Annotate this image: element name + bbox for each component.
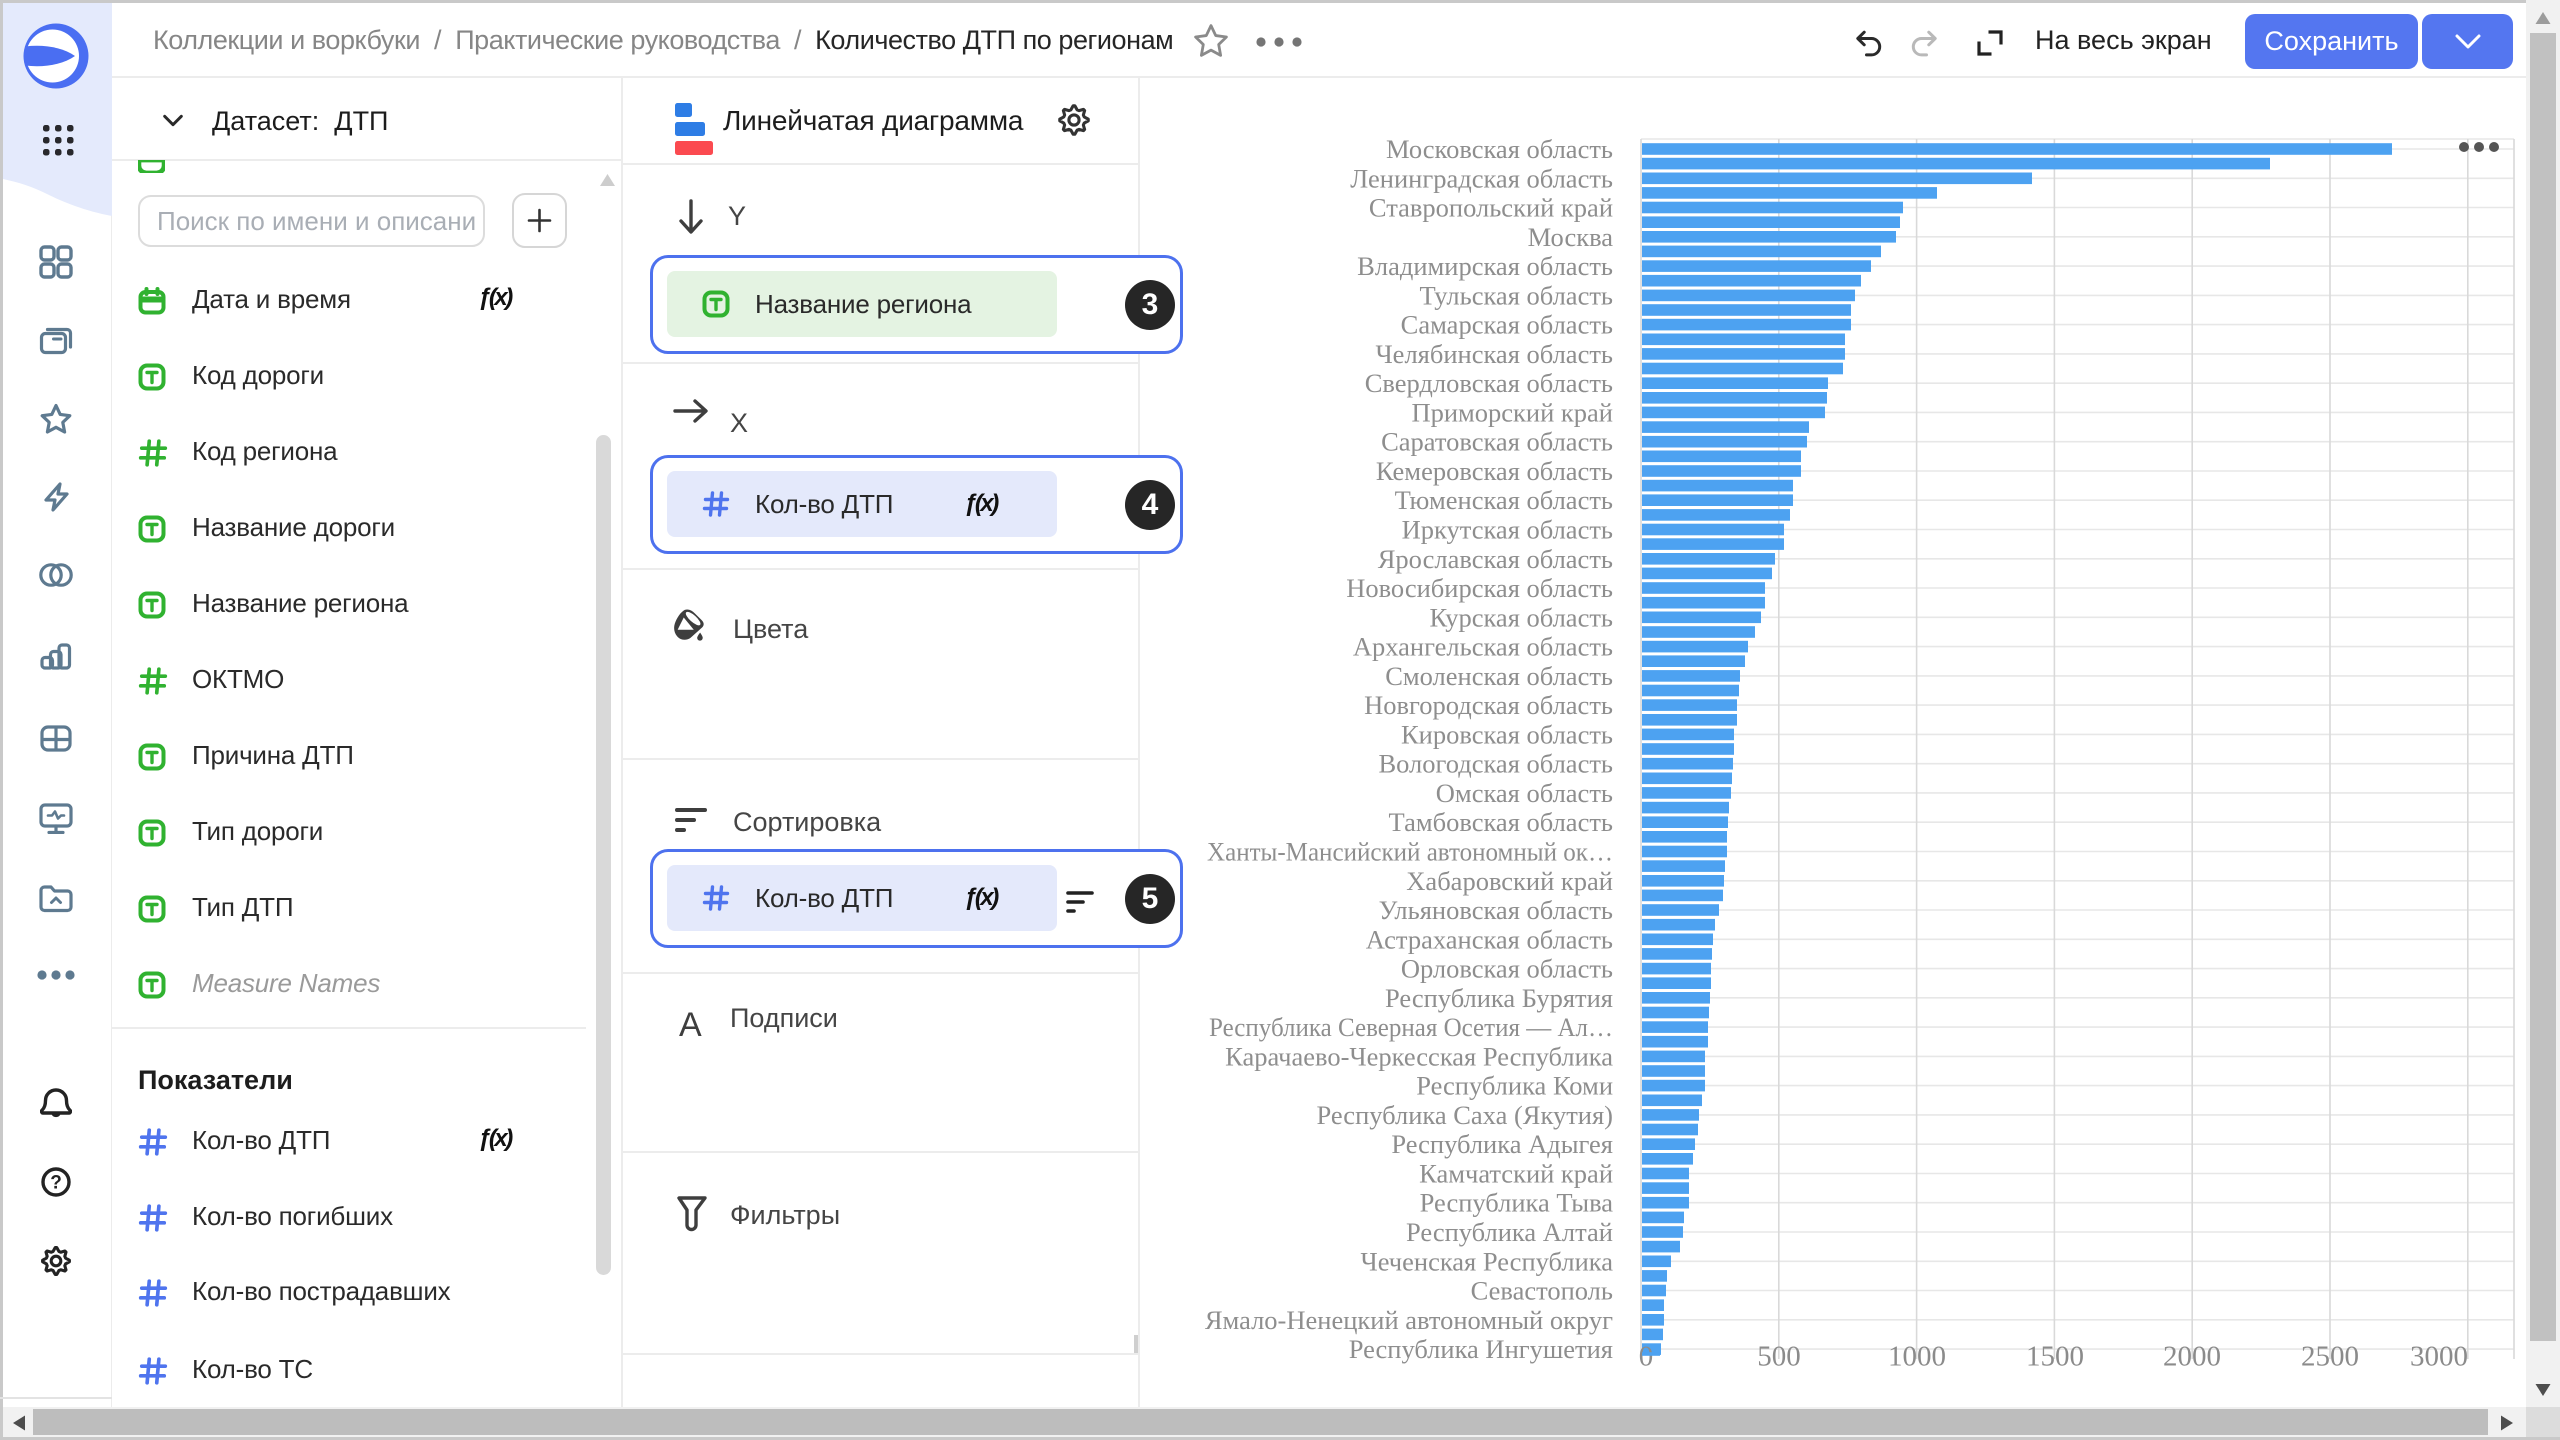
svg-text:Кемеровская область: Кемеровская область [1376, 456, 1613, 486]
svg-text:Московская область: Московская область [1386, 134, 1613, 164]
svg-text:0: 0 [1639, 1340, 1654, 1372]
svg-text:Ярославская область: Ярославская область [1378, 544, 1613, 574]
svg-text:Владимирская область: Владимирская область [1357, 251, 1613, 281]
svg-text:Республика Алтай: Республика Алтай [1406, 1217, 1613, 1247]
svg-text:Иркутская область: Иркутская область [1402, 515, 1613, 545]
svg-text:Ульяновская область: Ульяновская область [1379, 895, 1613, 925]
svg-text:Хабаровский край: Хабаровский край [1406, 866, 1613, 896]
svg-text:Камчатский край: Камчатский край [1419, 1159, 1613, 1189]
svg-text:Карачаево-Черкесская Республик: Карачаево-Черкесская Республика [1225, 1041, 1613, 1071]
svg-text:Тамбовская область: Тамбовская область [1389, 807, 1613, 837]
svg-text:Орловская область: Орловская область [1401, 954, 1613, 984]
svg-text:Тюменская область: Тюменская область [1395, 485, 1613, 515]
svg-text:Архангельская область: Архангельская область [1353, 632, 1613, 662]
svg-text:Кировская область: Кировская область [1401, 719, 1613, 749]
svg-text:Республика Тыва: Республика Тыва [1420, 1188, 1614, 1218]
svg-text:Самарская область: Самарская область [1401, 310, 1613, 340]
svg-text:Ленинградская область: Ленинградская область [1350, 163, 1613, 193]
svg-text:Тульская область: Тульская область [1419, 280, 1613, 310]
svg-text:Новосибирская область: Новосибирская область [1346, 573, 1613, 603]
svg-text:Москва: Москва [1528, 222, 1614, 252]
svg-text:Республика Ингушетия: Республика Ингушетия [1349, 1334, 1613, 1364]
svg-text:1500: 1500 [2026, 1340, 2084, 1372]
svg-text:Севастополь: Севастополь [1471, 1276, 1613, 1306]
svg-text:Республика Коми: Республика Коми [1416, 1071, 1613, 1101]
svg-text:Смоленская область: Смоленская область [1385, 661, 1613, 691]
svg-text:Ямало-Ненецкий автономный окру: Ямало-Ненецкий автономный округ [1205, 1305, 1613, 1335]
svg-text:Вологодская область: Вологодская область [1378, 749, 1613, 779]
svg-text:2500: 2500 [2301, 1340, 2359, 1372]
svg-text:Республика Северная Осетия — А: Республика Северная Осетия — Ал… [1209, 1012, 1613, 1042]
svg-text:Курская область: Курская область [1430, 602, 1613, 632]
svg-text:Саратовская область: Саратовская область [1381, 427, 1613, 457]
svg-text:Республика Бурятия: Республика Бурятия [1385, 983, 1613, 1013]
svg-text:1000: 1000 [1888, 1340, 1946, 1372]
svg-text:Омская область: Омская область [1436, 778, 1613, 808]
svg-text:Ставропольский край: Ставропольский край [1369, 193, 1613, 223]
svg-text:Новгородская область: Новгородская область [1364, 690, 1613, 720]
svg-text:Ханты-Мансийский автономный ок: Ханты-Мансийский автономный ок… [1207, 837, 1613, 867]
svg-text:Чеченская Республика: Чеченская Республика [1360, 1246, 1613, 1276]
svg-text:Астраханская область: Астраханская область [1366, 924, 1613, 954]
svg-text:Приморский край: Приморский край [1411, 397, 1613, 427]
svg-text:Челябинская область: Челябинская область [1375, 339, 1613, 369]
svg-text:Республика Адыгея: Республика Адыгея [1391, 1129, 1613, 1159]
svg-text:Свердловская область: Свердловская область [1365, 368, 1613, 398]
svg-text:Республика Саха (Якутия): Республика Саха (Якутия) [1317, 1100, 1614, 1130]
svg-text:?: ? [50, 1173, 62, 1194]
svg-text:2000: 2000 [2163, 1340, 2221, 1372]
svg-text:500: 500 [1757, 1340, 1801, 1372]
svg-text:3000: 3000 [2410, 1340, 2468, 1372]
